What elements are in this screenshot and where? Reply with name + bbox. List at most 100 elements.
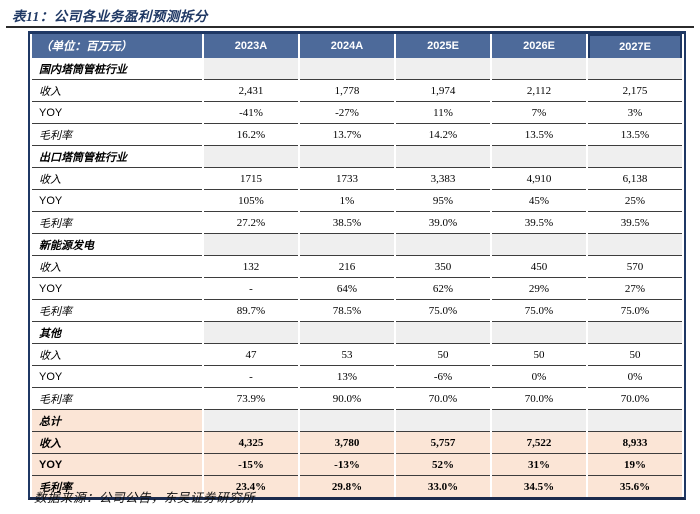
table-row: 收入 132 216 350 450 570 <box>32 256 682 278</box>
value-cell: 3,780 <box>300 432 394 454</box>
value-cell: 27.2% <box>204 212 298 234</box>
table-row: YOY -64% 62% 29% 27% <box>32 278 682 300</box>
value-cell: 2,112 <box>492 80 586 102</box>
table-row: 收入 4,325 3,780 5,757 7,522 8,933 <box>32 432 682 454</box>
section-filler-cell <box>396 322 490 344</box>
value-cell: 52% <box>396 454 490 476</box>
section-filler-cell <box>492 322 586 344</box>
value-cell: 70.0% <box>492 388 586 410</box>
section-filler-cell <box>300 146 394 168</box>
value-cell: 7% <box>492 102 586 124</box>
section-filler-cell <box>588 322 682 344</box>
row-label: YOY <box>32 278 202 300</box>
value-cell: 3% <box>588 102 682 124</box>
row-label: 毛利率 <box>32 388 202 410</box>
value-cell: 89.7% <box>204 300 298 322</box>
section-filler-cell <box>204 410 298 432</box>
section-filler-cell <box>396 146 490 168</box>
value-cell: 50 <box>588 344 682 366</box>
value-cell: 50 <box>492 344 586 366</box>
row-label: 毛利率 <box>32 300 202 322</box>
table-row: YOY -15% -13% 52% 31% 19% <box>32 454 682 476</box>
value-cell: -15% <box>204 454 298 476</box>
section-name: 总计 <box>32 410 202 432</box>
section-name: 国内塔筒管桩行业 <box>32 58 202 80</box>
value-cell: 4,325 <box>204 432 298 454</box>
value-cell: 350 <box>396 256 490 278</box>
value-cell: 29% <box>492 278 586 300</box>
section-filler-cell <box>204 322 298 344</box>
row-label: YOY <box>32 102 202 124</box>
value-cell: 75.0% <box>588 300 682 322</box>
value-cell: 216 <box>300 256 394 278</box>
header-row: （单位：百万元） 2023A 2024A 2025E 2026E 2027E <box>32 34 682 58</box>
value-cell: 47 <box>204 344 298 366</box>
table-row: 毛利率 73.9% 90.0% 70.0% 70.0% 70.0% <box>32 388 682 410</box>
value-cell: 1,778 <box>300 80 394 102</box>
value-cell: 29.8% <box>300 476 394 497</box>
section-name: 出口塔筒管桩行业 <box>32 146 202 168</box>
section-filler-cell <box>396 410 490 432</box>
value-cell: 13% <box>300 366 394 388</box>
row-label: YOY <box>32 190 202 212</box>
table-row: 毛利率 16.2% 13.7% 14.2% 13.5% 13.5% <box>32 124 682 146</box>
section-filler-cell <box>204 234 298 256</box>
section-filler-cell <box>492 410 586 432</box>
section-filler-cell <box>300 58 394 80</box>
value-cell: 31% <box>492 454 586 476</box>
column-header-2026E: 2026E <box>492 34 586 58</box>
row-label: 毛利率 <box>32 476 202 497</box>
value-cell: 2,175 <box>588 80 682 102</box>
value-cell: 570 <box>588 256 682 278</box>
value-cell: -27% <box>300 102 394 124</box>
section-filler-cell <box>588 146 682 168</box>
value-cell: 13.5% <box>492 124 586 146</box>
value-cell: 34.5% <box>492 476 586 497</box>
value-cell: 38.5% <box>300 212 394 234</box>
row-label: 收入 <box>32 344 202 366</box>
value-cell: 39.5% <box>492 212 586 234</box>
section-filler-cell <box>492 234 586 256</box>
value-cell: 45% <box>492 190 586 212</box>
value-cell: 13.7% <box>300 124 394 146</box>
value-cell: 64% <box>300 278 394 300</box>
section-name: 其他 <box>32 322 202 344</box>
value-cell: 50 <box>396 344 490 366</box>
value-cell: 78.5% <box>300 300 394 322</box>
row-label: 收入 <box>32 432 202 454</box>
value-cell: 2,431 <box>204 80 298 102</box>
value-cell: 70.0% <box>396 388 490 410</box>
column-header-2027E: 2027E <box>588 34 682 58</box>
section-filler-cell <box>492 146 586 168</box>
table-row: 收入 2,431 1,778 1,974 2,112 2,175 <box>32 80 682 102</box>
value-cell: 39.0% <box>396 212 490 234</box>
data-source-note: 数据来源：公司公告，东吴证券研究所 <box>34 491 256 505</box>
value-cell: 5,757 <box>396 432 490 454</box>
value-cell: 1715 <box>204 168 298 190</box>
column-header-2023A: 2023A <box>204 34 298 58</box>
table-title: 表11：公司各业务盈利预测拆分 <box>12 9 208 24</box>
unit-label: （单位：百万元） <box>32 34 202 58</box>
value-cell: 95% <box>396 190 490 212</box>
value-cell: - <box>204 278 298 300</box>
column-header-2024A: 2024A <box>300 34 394 58</box>
table-row: 毛利率 27.2% 38.5% 39.0% 39.5% 39.5% <box>32 212 682 234</box>
value-cell: 33.0% <box>396 476 490 497</box>
section-filler-cell <box>300 322 394 344</box>
section-filler-cell <box>300 234 394 256</box>
section-filler-cell <box>300 410 394 432</box>
value-cell: 62% <box>396 278 490 300</box>
section-filler-cell <box>204 146 298 168</box>
value-cell: 23.4% <box>204 476 298 497</box>
section-filler-cell <box>204 58 298 80</box>
value-cell: 75.0% <box>396 300 490 322</box>
value-cell: 73.9% <box>204 388 298 410</box>
table-row: 毛利率 89.7% 78.5% 75.0% 75.0% 75.0% <box>32 300 682 322</box>
value-cell: 3,383 <box>396 168 490 190</box>
value-cell: 8,933 <box>588 432 682 454</box>
value-cell: 0% <box>492 366 586 388</box>
value-cell: 27% <box>588 278 682 300</box>
section-filler-cell <box>396 58 490 80</box>
value-cell: 105% <box>204 190 298 212</box>
